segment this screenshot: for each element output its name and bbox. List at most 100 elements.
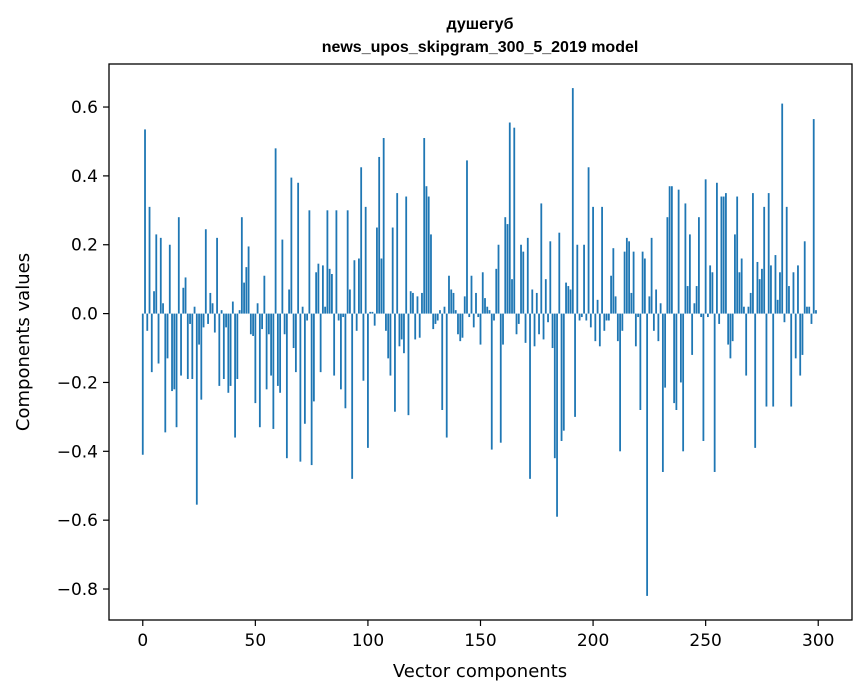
bar-260 [727,313,730,345]
bar-140 [457,313,459,335]
bar-34 [218,313,221,386]
bar-122 [416,296,419,314]
bar-232 [664,313,667,388]
bar-251 [707,313,709,318]
bar-1 [144,129,146,314]
bar-203 [598,313,601,347]
bar-35 [220,310,223,314]
x-tick-label: 250 [689,631,721,651]
bar-288 [790,313,793,407]
bar-33 [216,237,218,314]
bar-241 [684,203,687,314]
bar-265 [738,272,741,314]
bar-290 [794,313,797,359]
bar-229 [657,313,660,342]
bar-70 [299,313,302,462]
bar-164 [511,279,513,314]
bar-23 [193,306,196,314]
bar-47 [247,246,250,314]
bar-64 [285,313,288,459]
x-tick-label: 0 [137,631,148,651]
bar-108 [385,313,387,331]
bar-121 [414,313,417,340]
bar-29 [207,313,209,324]
bar-11 [166,313,169,359]
bar-161 [504,217,507,314]
y-tick-label: 0.4 [71,167,98,187]
bar-105 [378,156,381,314]
bar-74 [308,210,311,314]
bar-149 [477,313,480,318]
bar-24 [195,313,198,505]
bar-7 [157,313,160,364]
bar-25 [198,313,200,345]
bar-75 [310,313,313,466]
bar-240 [682,313,685,452]
bar-275 [761,268,763,314]
bar-134 [443,306,446,314]
bar-6 [155,234,158,314]
bar-184 [556,313,558,517]
bar-127 [427,196,430,314]
bar-116 [403,313,405,354]
bar-283 [779,272,781,314]
bar-258 [722,196,725,314]
bar-248 [700,313,703,318]
bar-9 [162,303,164,314]
bar-206 [605,313,608,321]
bar-159 [499,313,502,443]
bar-37 [225,313,227,328]
bar-238 [677,189,680,314]
bar-144 [466,160,468,314]
bar-92 [349,289,351,314]
bar-0 [141,313,144,455]
bar-218 [632,251,635,314]
bar-264 [736,196,739,314]
bar-123 [418,313,421,338]
bar-287 [788,286,790,314]
bar-270 [749,292,752,314]
bar-77 [315,272,318,314]
bar-180 [547,313,549,323]
bar-186 [560,313,563,441]
bar-243 [688,234,691,314]
bar-213 [621,313,624,331]
bar-66 [290,177,293,314]
bar-269 [747,306,750,314]
bar-293 [801,313,804,355]
bar-267 [743,306,745,314]
bar-202 [596,299,599,314]
bar-67 [292,313,295,349]
bar-125 [423,138,426,314]
bar-278 [767,193,770,314]
x-tick-label: 150 [464,631,496,651]
bar-135 [445,313,448,438]
bar-30 [209,292,212,314]
bar-266 [740,258,743,314]
bar-15 [175,313,178,428]
bar-93 [351,313,354,479]
bar-207 [607,313,610,321]
bar-115 [400,313,403,340]
bar-61 [279,313,282,393]
bar-68 [294,313,297,373]
bar-101 [369,311,372,314]
bar-250 [704,179,707,314]
bar-201 [594,313,597,342]
bar-20 [186,313,189,380]
bar-85 [333,313,336,376]
bar-10 [164,313,167,433]
bar-132 [439,310,441,314]
bar-281 [774,255,777,314]
bar-83 [328,268,331,314]
x-tick-label: 50 [245,631,267,651]
bar-95 [355,313,358,331]
bar-292 [799,313,802,376]
bar-52 [258,313,261,428]
bar-57 [270,313,273,376]
bar-179 [544,279,547,314]
bar-247 [698,217,700,314]
bar-148 [475,292,477,314]
bar-291 [797,265,799,314]
bar-22 [191,313,194,380]
